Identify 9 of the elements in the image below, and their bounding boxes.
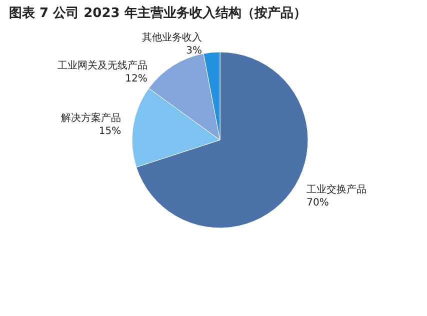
slice-label: 工业网关及无线产品 [57, 59, 148, 72]
slice-label: 工业交换产品 [306, 183, 367, 196]
slice-label: 解决方案产品 [61, 112, 122, 124]
slice-label: 其他业务收入 [142, 31, 202, 44]
data-label: 15% [98, 126, 122, 137]
data-label: 12% [125, 73, 148, 84]
data-label: 70% [306, 197, 329, 208]
chart-title: 图表 7 公司 2023 年主营业务收入结构（按产品） [9, 5, 306, 21]
data-label: 3% [186, 45, 202, 56]
